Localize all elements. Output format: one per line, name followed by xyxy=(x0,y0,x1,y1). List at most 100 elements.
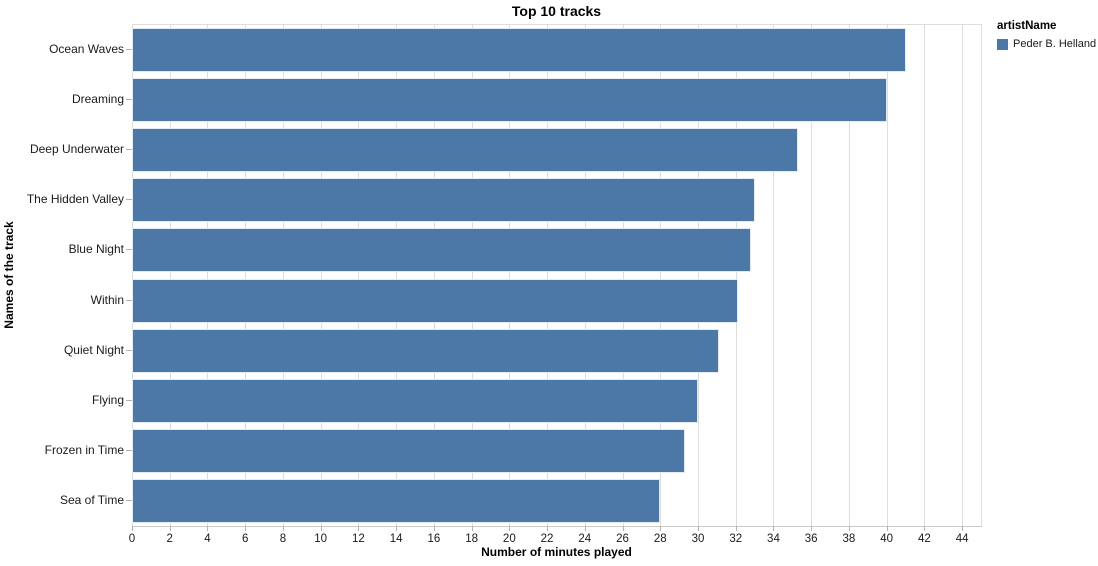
y-tick-mark xyxy=(126,149,132,151)
x-axis-labels: 0 2 4 6 8 10 12 14 16 18 20 22 24 26 28 30 32 34 36 38 40 42 4… xyxy=(128,526,981,548)
legend-item-label: Peder B. Helland xyxy=(1013,38,1097,50)
x-tick-mark xyxy=(886,526,888,531)
bar-deep-underwater xyxy=(132,128,798,173)
x-label: 10 xyxy=(314,533,328,545)
x-tick-mark xyxy=(358,526,360,531)
x-tick-mark xyxy=(282,526,284,531)
x-label: 12 xyxy=(351,533,365,545)
x-tick-mark xyxy=(660,526,662,531)
x-tick-mark xyxy=(622,526,624,531)
bar-blue-night xyxy=(132,228,751,273)
x-label: 6 xyxy=(241,533,249,545)
y-label: Deep Underwater xyxy=(29,142,124,157)
gridline-x-18 xyxy=(471,25,473,526)
x-label: 42 xyxy=(917,533,931,545)
bar-the-hidden-valley xyxy=(132,178,755,223)
x-label: 16 xyxy=(427,533,441,545)
x-label: 38 xyxy=(842,533,856,545)
bar-frozen-in-time xyxy=(132,428,685,473)
x-tick-mark xyxy=(924,526,926,531)
x-axis-title: Number of minutes played xyxy=(481,545,632,559)
x-tick-mark xyxy=(320,526,322,531)
x-label: 32 xyxy=(729,533,743,545)
x-label: 28 xyxy=(653,533,667,545)
x-tick-mark xyxy=(132,526,133,531)
y-tick-mark xyxy=(126,349,132,351)
y-tick-mark xyxy=(126,399,132,401)
y-label: Dreaming xyxy=(71,92,124,107)
legend-item: Peder B. Helland xyxy=(997,38,1096,50)
x-label: 4 xyxy=(204,533,211,545)
gridline-x-12 xyxy=(358,25,360,526)
x-label: 30 xyxy=(691,533,705,545)
x-tick-mark xyxy=(811,526,813,531)
x-tick-mark xyxy=(962,526,964,531)
x-tick-mark xyxy=(169,526,171,531)
y-label: Flying xyxy=(91,392,124,407)
x-label: 8 xyxy=(279,533,287,545)
gridline-x-16 xyxy=(433,25,435,526)
y-label: Ocean Waves xyxy=(49,42,124,57)
bar-ocean-waves xyxy=(132,28,906,72)
x-label: 2 xyxy=(166,533,173,545)
x-tick-mark xyxy=(207,526,209,531)
x-label: 20 xyxy=(502,533,516,545)
x-label: 44 xyxy=(955,533,969,545)
x-tick-mark xyxy=(509,526,511,531)
x-label: 14 xyxy=(389,533,403,545)
gridline-x-36 xyxy=(811,25,813,526)
x-tick-mark xyxy=(547,526,549,531)
legend: artistName Peder B. Helland xyxy=(997,20,1096,50)
x-label: 0 xyxy=(128,533,136,545)
x-tick-mark xyxy=(584,526,586,531)
y-axis-labels: Ocean Waves Dreaming Deep Underwater The Hi… xyxy=(0,24,132,525)
y-label: Frozen in Time xyxy=(44,442,124,457)
bar-dreaming xyxy=(132,78,887,123)
x-tick-mark xyxy=(735,526,737,531)
y-tick-mark xyxy=(126,99,132,101)
y-tick-mark xyxy=(126,49,132,51)
chart-title: Top 10 tracks xyxy=(511,3,602,19)
x-label: 22 xyxy=(540,533,554,545)
x-tick-mark xyxy=(848,526,850,531)
y-tick-mark xyxy=(126,199,132,201)
x-label: 36 xyxy=(804,533,818,545)
gridline-x-8 xyxy=(282,25,284,526)
gridline-x-26 xyxy=(622,25,624,526)
gridline-x-2 xyxy=(169,25,171,526)
legend-swatch xyxy=(997,38,1008,50)
bar-quiet-night xyxy=(132,328,719,373)
gridline-x-22 xyxy=(547,25,549,526)
x-tick-mark xyxy=(396,526,398,531)
y-label: Blue Night xyxy=(68,242,124,257)
y-tick-mark xyxy=(126,449,132,451)
legend-title: artistName xyxy=(997,20,1057,32)
y-tick-mark xyxy=(126,249,132,251)
x-tick-mark xyxy=(433,526,435,531)
gridline-x-14 xyxy=(396,25,398,526)
y-label: Within xyxy=(90,292,124,307)
gridline-x-34 xyxy=(773,25,775,526)
x-label: 34 xyxy=(767,533,780,545)
x-label: 24 xyxy=(578,533,592,545)
gridline-x-32 xyxy=(735,25,737,526)
bar-within xyxy=(132,278,738,323)
gridline-x-10 xyxy=(320,25,322,526)
x-tick-mark xyxy=(698,526,699,531)
bar-flying xyxy=(132,378,698,423)
gridline-x-30 xyxy=(698,25,699,526)
gridline-x-28 xyxy=(660,25,662,526)
y-label: Quiet Night xyxy=(63,342,124,357)
y-tick-mark xyxy=(126,499,132,501)
x-tick-mark xyxy=(245,526,247,531)
y-label: The Hidden Valley xyxy=(26,192,124,207)
plot-area xyxy=(132,24,982,527)
gridline-x-38 xyxy=(848,25,850,526)
x-tick-mark xyxy=(471,526,473,531)
y-tick-mark xyxy=(126,299,132,301)
x-label: 26 xyxy=(616,533,629,545)
legend-items: Peder B. Helland xyxy=(997,38,1096,50)
y-label: Sea of Time xyxy=(59,492,124,507)
gridline-x-24 xyxy=(584,25,586,526)
